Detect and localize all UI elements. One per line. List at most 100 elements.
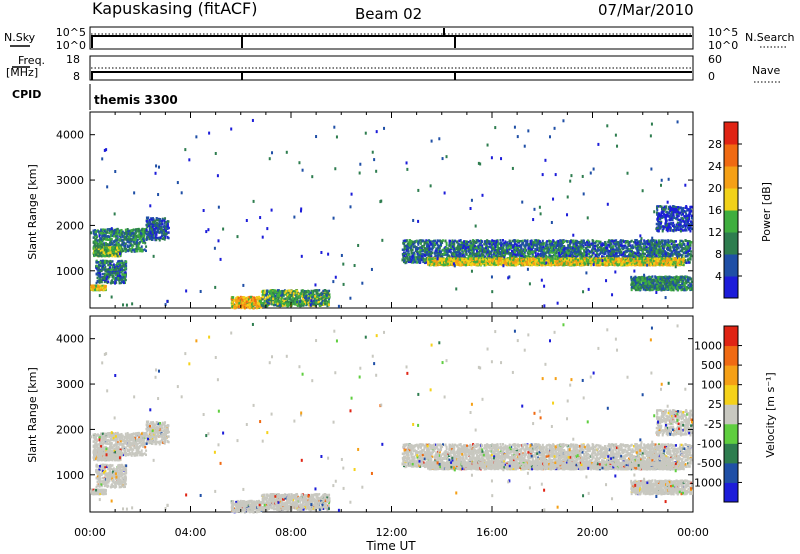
power-cell — [482, 253, 485, 257]
power-cell — [112, 263, 115, 266]
freq-tick-bottom: 8 — [73, 70, 80, 83]
power-cell — [576, 252, 579, 256]
power-cell — [120, 278, 123, 281]
power-cell — [541, 256, 544, 259]
power-cell — [163, 219, 166, 222]
power-cell — [559, 249, 562, 252]
power-cell — [665, 254, 668, 257]
power-cell — [566, 248, 569, 252]
power-cell — [309, 291, 312, 295]
power-cell — [538, 246, 541, 250]
power-cell — [512, 244, 515, 247]
power-cell — [417, 253, 420, 257]
power-cell — [103, 262, 106, 265]
power-cell — [606, 246, 609, 250]
power-cell — [599, 240, 602, 244]
power-cell — [468, 248, 471, 252]
power-cell — [272, 296, 275, 299]
power-cell — [484, 248, 487, 251]
power-cell — [315, 299, 318, 303]
power-cell — [158, 220, 161, 224]
power-cell — [121, 232, 124, 235]
power-cell — [533, 239, 536, 242]
power-cell — [462, 251, 465, 254]
power-cell — [597, 240, 600, 243]
power-cell — [669, 239, 672, 243]
power-cell — [323, 301, 326, 305]
power-cell — [302, 291, 305, 294]
power-cell — [651, 253, 654, 257]
power-cell — [108, 253, 111, 257]
power-cell — [297, 292, 300, 296]
power-cell — [661, 243, 664, 246]
power-cell — [530, 239, 533, 242]
power-cell — [116, 270, 119, 273]
power-cell — [277, 297, 280, 300]
power-cell — [321, 299, 324, 303]
power-cell — [629, 244, 632, 247]
power-cell — [104, 254, 107, 258]
power-cell — [109, 228, 112, 231]
power-cell — [575, 239, 578, 243]
power-cell — [283, 289, 286, 292]
power-cell — [449, 248, 452, 251]
power-cell — [247, 306, 250, 309]
power-cell — [120, 260, 123, 264]
power-cell — [432, 243, 435, 246]
power-cell — [412, 261, 415, 264]
power-cell — [94, 288, 97, 292]
power-cell — [516, 239, 519, 242]
power-cell — [518, 245, 521, 249]
power-cell — [127, 232, 130, 236]
power-cell — [130, 238, 133, 241]
power-cell — [232, 302, 235, 305]
power-cell — [321, 298, 324, 302]
power-cell — [518, 254, 521, 257]
power-cell — [643, 240, 646, 243]
power-cell — [131, 230, 134, 234]
power-cell — [473, 253, 476, 257]
power-cell — [539, 250, 542, 253]
freq-gap-2 — [241, 72, 243, 80]
power-cell — [628, 240, 631, 244]
power-cell — [160, 226, 163, 229]
power-cell — [443, 247, 446, 250]
power-cell — [590, 242, 593, 246]
power-cell — [101, 286, 104, 289]
power-cell — [452, 242, 455, 246]
power-cell — [614, 244, 617, 248]
power-cell — [690, 254, 693, 258]
power-cell — [124, 263, 127, 266]
power-cell — [641, 252, 644, 256]
power-cell — [436, 248, 439, 252]
power-cell — [458, 252, 461, 256]
power-cell — [103, 232, 106, 236]
power-cell — [132, 234, 135, 237]
power-cell — [115, 243, 118, 246]
power-cell — [285, 291, 288, 294]
power-cell — [111, 279, 114, 282]
power-cell — [93, 242, 96, 246]
nsky-gap-3 — [454, 36, 456, 48]
power-cell — [511, 239, 514, 243]
power-cell — [155, 217, 158, 220]
power-cell — [123, 238, 126, 241]
power-cell — [589, 243, 592, 246]
power-cell — [414, 240, 417, 243]
power-cell — [117, 269, 120, 272]
power-cell — [134, 237, 137, 240]
power-cell — [669, 255, 672, 259]
power-cell — [288, 289, 291, 292]
power-cell — [97, 260, 100, 264]
power-cell — [633, 254, 636, 258]
power-cell — [614, 240, 617, 244]
power-cell — [655, 247, 658, 250]
power-cell — [148, 237, 151, 241]
power-cell — [481, 254, 484, 258]
power-cell — [98, 279, 101, 282]
power-cell — [105, 243, 108, 247]
power-cell — [267, 290, 270, 293]
power-cell — [126, 230, 129, 233]
freq-gap-3 — [454, 72, 456, 80]
power-cell — [132, 241, 135, 244]
